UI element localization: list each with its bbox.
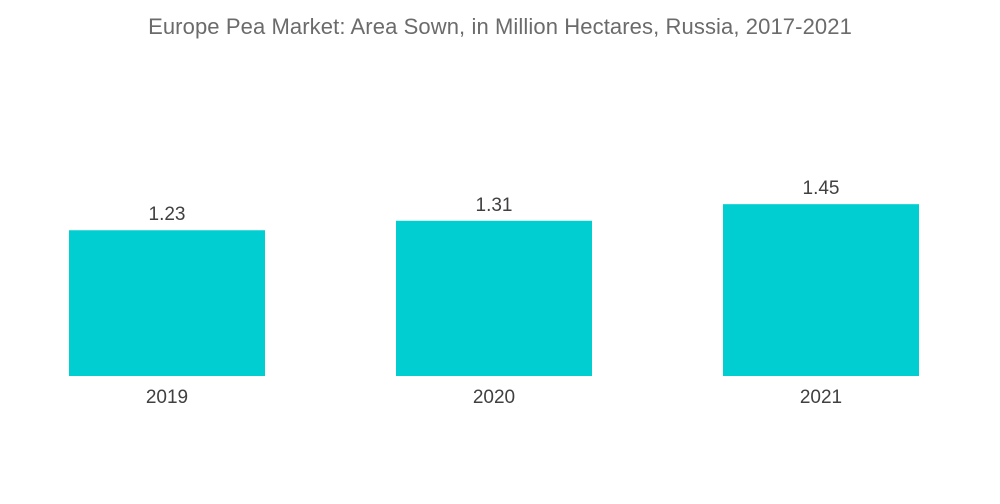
bar-value-label-2021: 1.45 [803, 178, 840, 199]
bar-value-label-2020: 1.31 [476, 195, 513, 216]
x-tick-label-2020: 2020 [473, 387, 515, 408]
bar-2020 [396, 220, 592, 376]
x-tick-label-2021: 2021 [800, 387, 842, 408]
bar-2021 [723, 204, 919, 376]
bar-2019 [69, 230, 265, 376]
x-tick-label-2019: 2019 [146, 387, 188, 408]
x-axis-tick-labels: 2019 2020 2021 [146, 387, 842, 408]
value-labels-group: 1.23 1.31 1.45 [149, 178, 840, 225]
chart-title: Europe Pea Market: Area Sown, in Million… [148, 14, 852, 39]
bars-group [69, 204, 919, 376]
bar-value-label-2019: 1.23 [149, 204, 186, 225]
